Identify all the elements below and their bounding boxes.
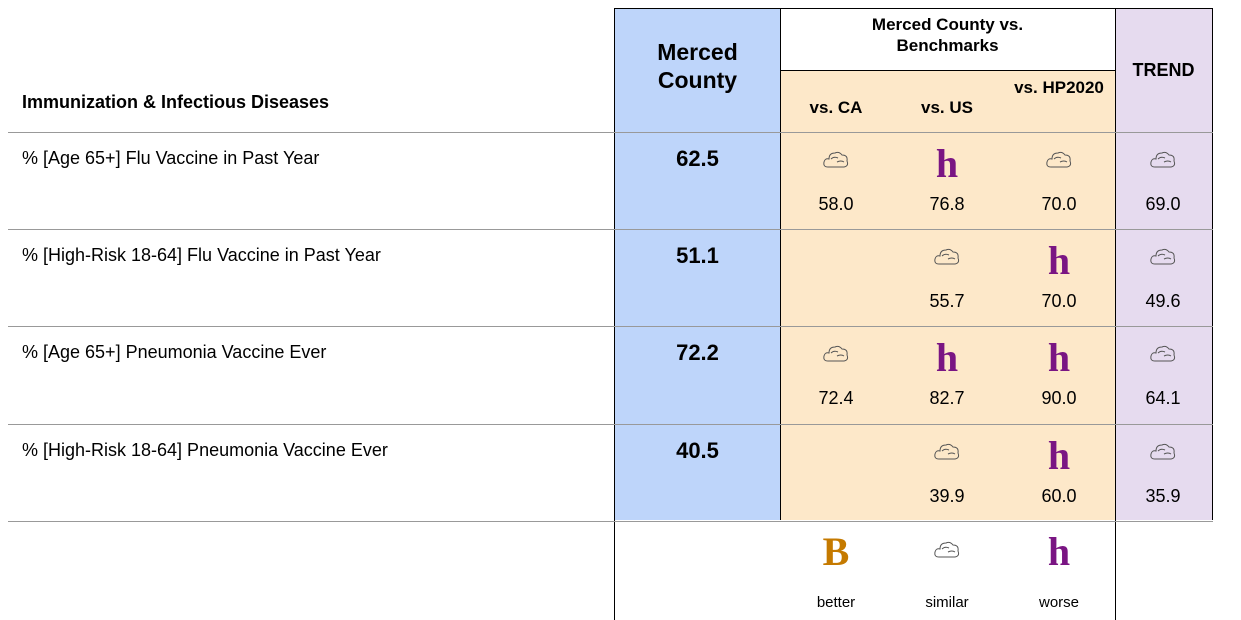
column-header: vs. US <box>921 98 973 117</box>
cell-value: 64.1 <box>1145 388 1181 409</box>
row-line <box>8 326 1213 328</box>
worse-icon: h <box>935 141 959 186</box>
similar-icon <box>933 440 961 462</box>
cell-value: 58.0 <box>818 194 854 214</box>
legend-label: worse <box>1038 594 1079 611</box>
border <box>614 8 615 620</box>
benchmarks-header: Merced County vs. Benchmarks <box>871 15 1024 55</box>
similar-icon <box>822 148 850 170</box>
border <box>1115 8 1116 620</box>
cell-value: 70.0 <box>1041 194 1077 214</box>
row-line <box>8 520 1213 522</box>
border <box>614 8 1213 9</box>
legend-label: better <box>816 594 856 611</box>
worse-icon: h <box>1047 238 1071 284</box>
worse-icon: h <box>935 335 959 381</box>
similar-icon <box>1149 148 1177 170</box>
worse-icon: h <box>1047 432 1071 478</box>
cell-value: 60.0 <box>1041 485 1077 506</box>
section-title: Immunization & Infectious Diseases <box>22 92 330 112</box>
county-header: Merced County <box>657 39 738 93</box>
county-band <box>615 8 780 520</box>
similar-icon <box>822 342 850 364</box>
cell-value: 55.7 <box>929 291 965 312</box>
row-label: % [Age 65+] Flu Vaccine in Past Year <box>22 148 320 168</box>
cell-value: 72.4 <box>818 388 854 409</box>
row-line <box>8 132 1213 133</box>
border <box>1212 8 1213 520</box>
county-value: 72.2 <box>676 340 719 366</box>
cell-value: 49.6 <box>1145 291 1181 312</box>
legend-icon: h <box>1047 529 1071 574</box>
row-line <box>8 229 1213 231</box>
county-value: 62.5 <box>676 146 719 171</box>
legend-label: similar <box>925 594 969 611</box>
cell-value: 70.0 <box>1041 291 1077 312</box>
border <box>780 8 781 520</box>
worse-icon: h <box>1047 335 1071 381</box>
cell-value: 82.7 <box>929 388 965 409</box>
similar-icon <box>1149 440 1177 462</box>
cell-value: 69.0 <box>1145 194 1181 214</box>
cell-value: 76.8 <box>929 194 965 214</box>
cell-value: 90.0 <box>1041 388 1077 409</box>
cell-value: 39.9 <box>929 485 965 506</box>
row-label: % [High-Risk 18-64] Pneumonia Vaccine Ev… <box>22 439 388 460</box>
row-line <box>8 423 1213 425</box>
similar-icon <box>933 245 961 267</box>
border <box>780 70 1115 71</box>
cell-value: 35.9 <box>1145 485 1181 506</box>
column-header: vs. CA <box>809 98 863 117</box>
trend-header: TREND <box>1132 60 1195 80</box>
similar-icon <box>1149 245 1177 267</box>
benchmark-band <box>780 70 1115 520</box>
county-value: 51.1 <box>676 243 719 269</box>
similar-icon <box>933 538 961 560</box>
legend-icon: B <box>822 529 850 574</box>
similar-icon <box>1149 342 1177 364</box>
similar-icon <box>1045 148 1073 170</box>
county-value: 40.5 <box>676 437 719 463</box>
row-label: % [High-Risk 18-64] Flu Vaccine in Past … <box>22 245 381 266</box>
column-header: vs. HP2020 <box>1014 78 1104 97</box>
row-label: % [Age 65+] Pneumonia Vaccine Ever <box>22 342 327 363</box>
